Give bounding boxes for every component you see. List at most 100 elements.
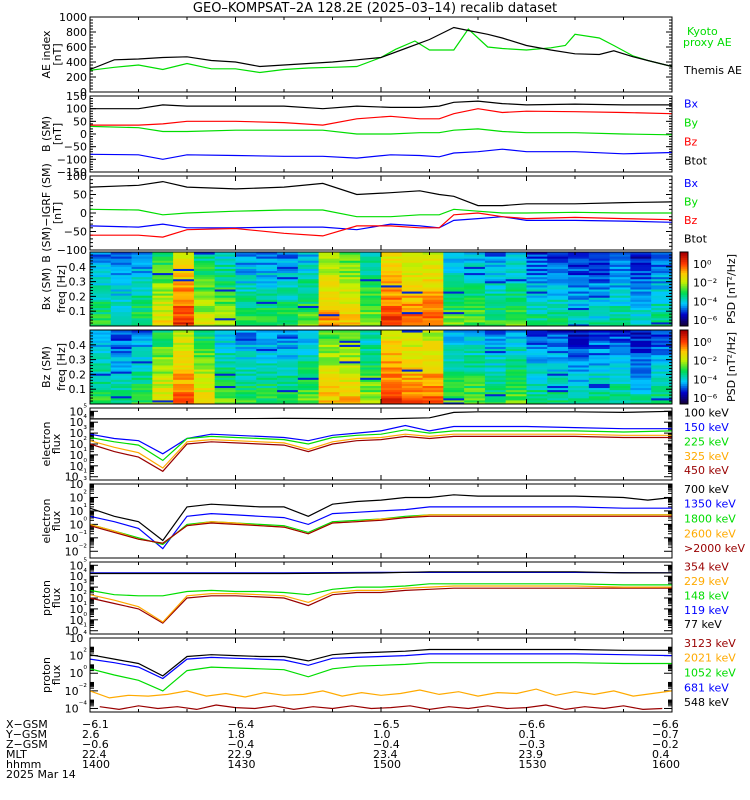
- spectrogram-cell: [277, 317, 299, 321]
- spectrogram-cell: [318, 391, 340, 395]
- spectrogram-cell: [651, 274, 673, 278]
- spectrogram-cell: [630, 375, 652, 378]
- spectrogram-cell: [318, 295, 340, 298]
- spectrogram-cell: [235, 262, 257, 265]
- spectrogram-cell: [381, 346, 403, 349]
- colorbar-segment: [680, 379, 688, 383]
- spectrogram-cell: [505, 356, 527, 360]
- spectrogram-cell: [443, 338, 465, 341]
- spectrogram-cell: [277, 385, 299, 389]
- spectrogram-cell: [110, 286, 133, 290]
- spectrogram-cell: [173, 309, 195, 313]
- spectrogram-cell: [505, 299, 527, 302]
- spectrogram-cell: [401, 280, 424, 284]
- spectrogram-cell: [235, 348, 257, 352]
- colorbar-segment: [680, 309, 688, 312]
- spectrogram-cell: [256, 348, 278, 352]
- series-line-354-kev: [89, 587, 672, 624]
- spectrogram-cell: [360, 268, 382, 271]
- spectrogram-cell: [131, 305, 153, 308]
- spectrogram-cell: [152, 321, 174, 325]
- series-line-681-kev: [89, 653, 673, 680]
- spectrogram-cell: [505, 336, 527, 339]
- spectrogram-cell: [214, 307, 236, 311]
- spectrogram-cell: [401, 295, 424, 298]
- spectrogram-cell: [152, 385, 174, 389]
- spectrogram-cell: [484, 387, 507, 391]
- spectrogram-cell: [214, 397, 236, 401]
- spectrogram-cell: [152, 282, 174, 286]
- spectrogram-cell: [505, 358, 527, 362]
- spectrogram-cell: [277, 311, 299, 315]
- spectrogram-cell: [568, 387, 590, 391]
- spectrogram-cell: [90, 280, 112, 284]
- spectrogram-cell: [484, 334, 507, 337]
- spectrogram-cell: [505, 284, 527, 288]
- spectrogram-cell: [401, 315, 424, 319]
- spectrogram-cell: [297, 352, 320, 356]
- spectrogram-cell: [443, 364, 465, 368]
- spectrogram-cell: [651, 354, 673, 358]
- spectrogram-cell: [90, 272, 112, 276]
- ephemeris-row-label: MLT: [6, 748, 27, 761]
- spectrogram-cell: [339, 272, 361, 276]
- series-line-325-kev: [89, 433, 672, 469]
- spectrogram-cell: [547, 258, 569, 261]
- spectrogram-cell: [277, 315, 299, 319]
- spectrogram-cell: [318, 321, 340, 325]
- spectrogram-cell: [360, 381, 382, 384]
- spectrogram-cell: [193, 381, 216, 384]
- spectrogram-cell: [588, 397, 611, 401]
- spectrogram-cell: [547, 307, 569, 311]
- spectrogram-cell: [651, 371, 673, 374]
- spectrogram-cell: [422, 313, 444, 317]
- spectrogram-cell: [214, 334, 236, 337]
- spectrogram-cell: [484, 342, 507, 345]
- spectrogram-cell: [484, 289, 507, 292]
- spectrogram-cell: [464, 317, 486, 321]
- spectrogram-cell: [360, 348, 382, 352]
- spectrogram-cell: [235, 364, 257, 368]
- spectrogram-cell: [152, 362, 174, 366]
- spectrogram-cell: [422, 293, 444, 296]
- spectrogram-cell: [297, 260, 320, 263]
- spectrogram-cell: [256, 291, 278, 294]
- spectrogram-cell: [277, 367, 299, 370]
- spectrogram-cell: [630, 338, 652, 341]
- spectrogram-cell: [318, 367, 340, 370]
- spectrogram-cell: [152, 379, 174, 382]
- spectrogram-cell: [360, 315, 382, 319]
- spectrogram-cell: [630, 393, 652, 397]
- spectrogram-cell: [173, 311, 195, 315]
- spectrogram-cell: [588, 311, 611, 315]
- spectrogram-cell: [110, 272, 133, 276]
- spectrogram-cell: [568, 291, 590, 294]
- spectrogram-cell: [173, 397, 195, 401]
- colorbar-segment: [680, 385, 688, 388]
- spectrogram-cell: [443, 266, 465, 269]
- spectrogram-cell: [381, 278, 403, 282]
- spectrogram-cell: [464, 397, 486, 401]
- ephemeris-value: 0.4: [652, 748, 670, 761]
- spectrogram-cell: [256, 252, 278, 255]
- spectrogram-cell: [484, 307, 507, 311]
- spectrogram-cell: [422, 305, 444, 308]
- spectrogram-cell: [173, 282, 195, 286]
- spectrogram-cell: [193, 342, 216, 345]
- spectrogram-cell: [381, 268, 403, 271]
- spectrogram-cell: [484, 293, 507, 296]
- spectrogram-cell: [318, 385, 340, 389]
- spectrogram-cell: [464, 356, 486, 360]
- spectrogram-cell: [484, 317, 507, 321]
- colorbar-segment: [680, 287, 688, 290]
- spectrogram-cell: [256, 313, 278, 317]
- spectrogram-cell: [588, 305, 611, 308]
- spectrogram-cell: [297, 319, 320, 323]
- spectrogram-cell: [90, 362, 112, 366]
- spectrogram-cell: [547, 358, 569, 362]
- spectrogram-cell: [318, 299, 340, 302]
- spectrogram-cell: [152, 291, 174, 294]
- spectrogram-cell: [360, 311, 382, 315]
- spectrogram-cell: [152, 313, 174, 317]
- spectrogram-cell: [381, 311, 403, 315]
